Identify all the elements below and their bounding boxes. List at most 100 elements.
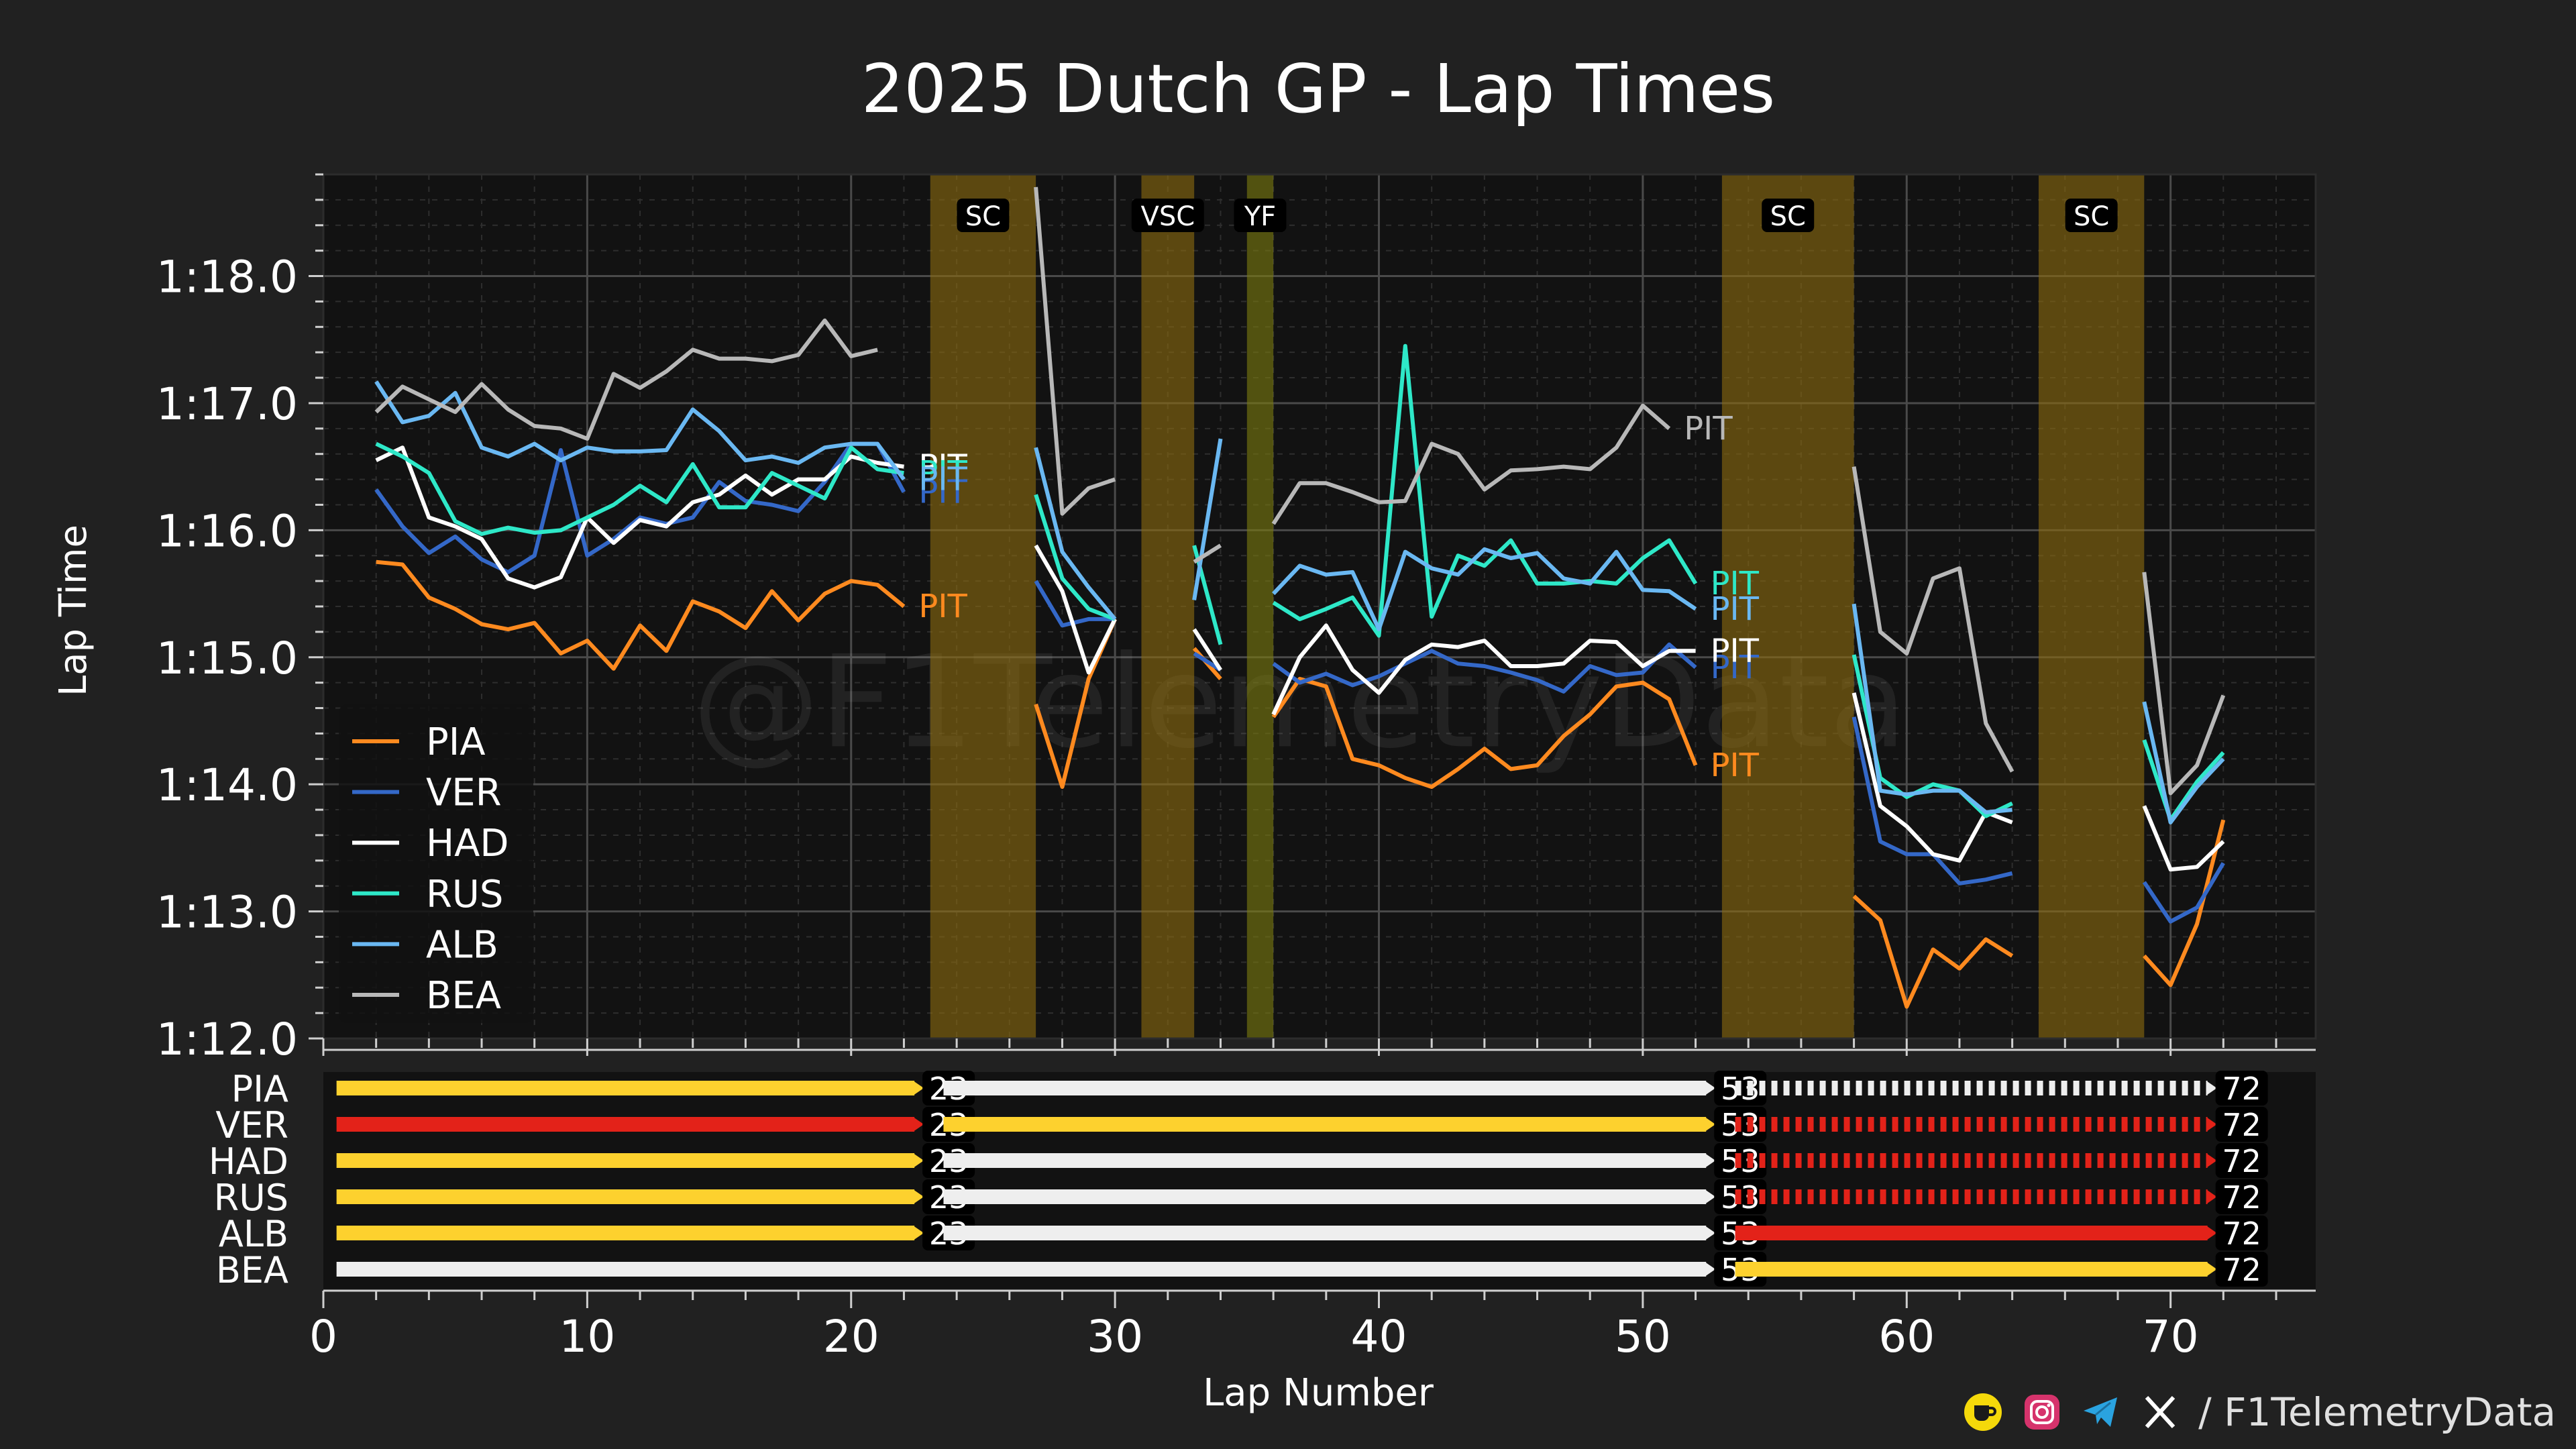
stint-arrow — [913, 1117, 924, 1132]
period-label-bg — [1762, 199, 1815, 232]
pit-label-ver: PIT — [918, 474, 967, 511]
x-tick-label: 30 — [1087, 1311, 1143, 1362]
stint-driver-label: BEA — [216, 1249, 288, 1291]
stint-end-label: 72 — [2222, 1252, 2261, 1288]
legend: PIA VER HAD RUS ALB BEA — [339, 704, 533, 1023]
period-label-bg — [2065, 199, 2118, 232]
stint-end-label: 72 — [2222, 1143, 2261, 1179]
period-label-bg — [957, 199, 1010, 232]
y-tick-label: 1:13.0 — [156, 887, 298, 938]
series-line-alb — [1192, 438, 1223, 600]
stint-arrow — [1705, 1153, 1716, 1168]
series-line-alb — [374, 380, 906, 481]
period-band — [1141, 174, 1195, 1038]
series-line-had — [375, 445, 904, 590]
stint-arrow — [1705, 1117, 1716, 1132]
pit-label-bea: PIT — [1684, 410, 1733, 447]
series-line-bea — [374, 318, 878, 441]
pit-label-rus: PIT — [918, 454, 967, 492]
series-line-ver — [374, 441, 906, 574]
series-line-ver — [1034, 580, 1116, 628]
x-tick-label: 60 — [1878, 1311, 1935, 1362]
pit-label-ver: PIT — [1711, 649, 1760, 686]
series-line-alb — [1034, 447, 1117, 621]
x-tick-label: 0 — [309, 1311, 337, 1362]
stint-driver-label: PIA — [231, 1068, 288, 1110]
period-label: VSC — [1140, 201, 1195, 232]
stint-arrow — [2206, 1081, 2217, 1095]
series-line-rus — [1272, 343, 1698, 638]
period-label-bg — [1234, 199, 1287, 232]
y-tick-label: 1:14.0 — [156, 759, 298, 811]
series-line-alb — [1851, 603, 2012, 814]
x-logo-icon[interactable] — [2139, 1391, 2181, 1433]
period-label: SC — [1770, 201, 1806, 232]
pit-label-rus: PIT — [1711, 565, 1760, 602]
legend-label-alb: ALB — [426, 923, 498, 967]
watermark: @F1TelemetryData — [692, 628, 1907, 776]
series-line-bea — [1034, 186, 1116, 516]
series-line-rus — [375, 441, 904, 536]
stint-arrow — [1705, 1189, 1716, 1204]
stint-end-label-bg — [2215, 1071, 2268, 1106]
stint-end-label-bg — [2215, 1107, 2268, 1142]
tyre-stint-plot: PIA235372VER235372HAD235372RUS235372ALB2… — [209, 1038, 2316, 1362]
stint-arrow — [913, 1153, 924, 1168]
series-line-had — [1034, 544, 1117, 675]
pit-label-pia: PIT — [1711, 747, 1760, 784]
series-line-ver — [1272, 642, 1697, 694]
x-tick-label: 70 — [2143, 1311, 2199, 1362]
series-line-bea — [2142, 572, 2226, 796]
stint-arrow — [1705, 1081, 1716, 1095]
stint-arrow — [913, 1081, 924, 1095]
x-tick-label: 20 — [823, 1311, 879, 1362]
stint-area — [323, 1072, 2316, 1289]
series-line-bea — [1851, 466, 2015, 773]
legend-label-had: HAD — [426, 822, 509, 865]
x-tick-label: 10 — [559, 1311, 615, 1362]
period-band — [1246, 174, 1274, 1038]
series-line-bea — [1193, 543, 1222, 564]
series-line-had — [1271, 623, 1696, 716]
stint-driver-label: RUS — [214, 1177, 288, 1219]
period-label: SC — [2074, 201, 2109, 232]
series-line-had — [1192, 628, 1223, 672]
series-line-ver — [2142, 862, 2225, 924]
period-band — [930, 174, 1036, 1038]
stint-arrow — [913, 1226, 924, 1240]
period-band — [2038, 174, 2145, 1038]
stint-arrow — [2206, 1262, 2217, 1277]
period-band — [1721, 174, 1854, 1038]
series-line-pia — [2143, 819, 2226, 987]
instagram-icon[interactable] — [2021, 1391, 2063, 1433]
legend-label-bea: BEA — [426, 974, 501, 1018]
series-line-ver — [1193, 651, 1222, 672]
y-axis-label: Lap Time — [52, 525, 95, 696]
y-tick-label: 1:16.0 — [156, 505, 298, 557]
pit-label-alb: PIT — [1711, 590, 1760, 628]
plot-area — [323, 174, 2316, 1038]
stint-arrow — [2206, 1153, 2217, 1168]
stint-arrow — [2206, 1117, 2217, 1132]
stint-end-label: 72 — [2222, 1107, 2261, 1143]
legend-label-ver: VER — [426, 771, 502, 815]
y-tick-label: 1:12.0 — [156, 1014, 298, 1065]
chart-title: 2025 Dutch GP - Lap Times — [861, 50, 1776, 128]
telegram-icon[interactable] — [2080, 1391, 2122, 1433]
x-tick-label: 40 — [1351, 1311, 1407, 1362]
pit-label-had: PIT — [1711, 632, 1760, 669]
kofi-cup-icon[interactable] — [1962, 1391, 2004, 1433]
stint-driver-label: VER — [215, 1104, 288, 1146]
series-line-alb — [1272, 547, 1697, 632]
stint-arrow — [913, 1189, 924, 1204]
footer-handle[interactable]: / F1TelemetryData — [2198, 1389, 2556, 1435]
y-tick-label: 1:18.0 — [156, 252, 298, 303]
stint-driver-label: HAD — [209, 1140, 288, 1183]
legend-label-pia: PIA — [426, 720, 486, 764]
period-label: YF — [1244, 201, 1276, 232]
stint-driver-label: ALB — [219, 1213, 288, 1255]
x-tick-label: 50 — [1615, 1311, 1671, 1362]
y-tick-label: 1:15.0 — [156, 633, 298, 684]
